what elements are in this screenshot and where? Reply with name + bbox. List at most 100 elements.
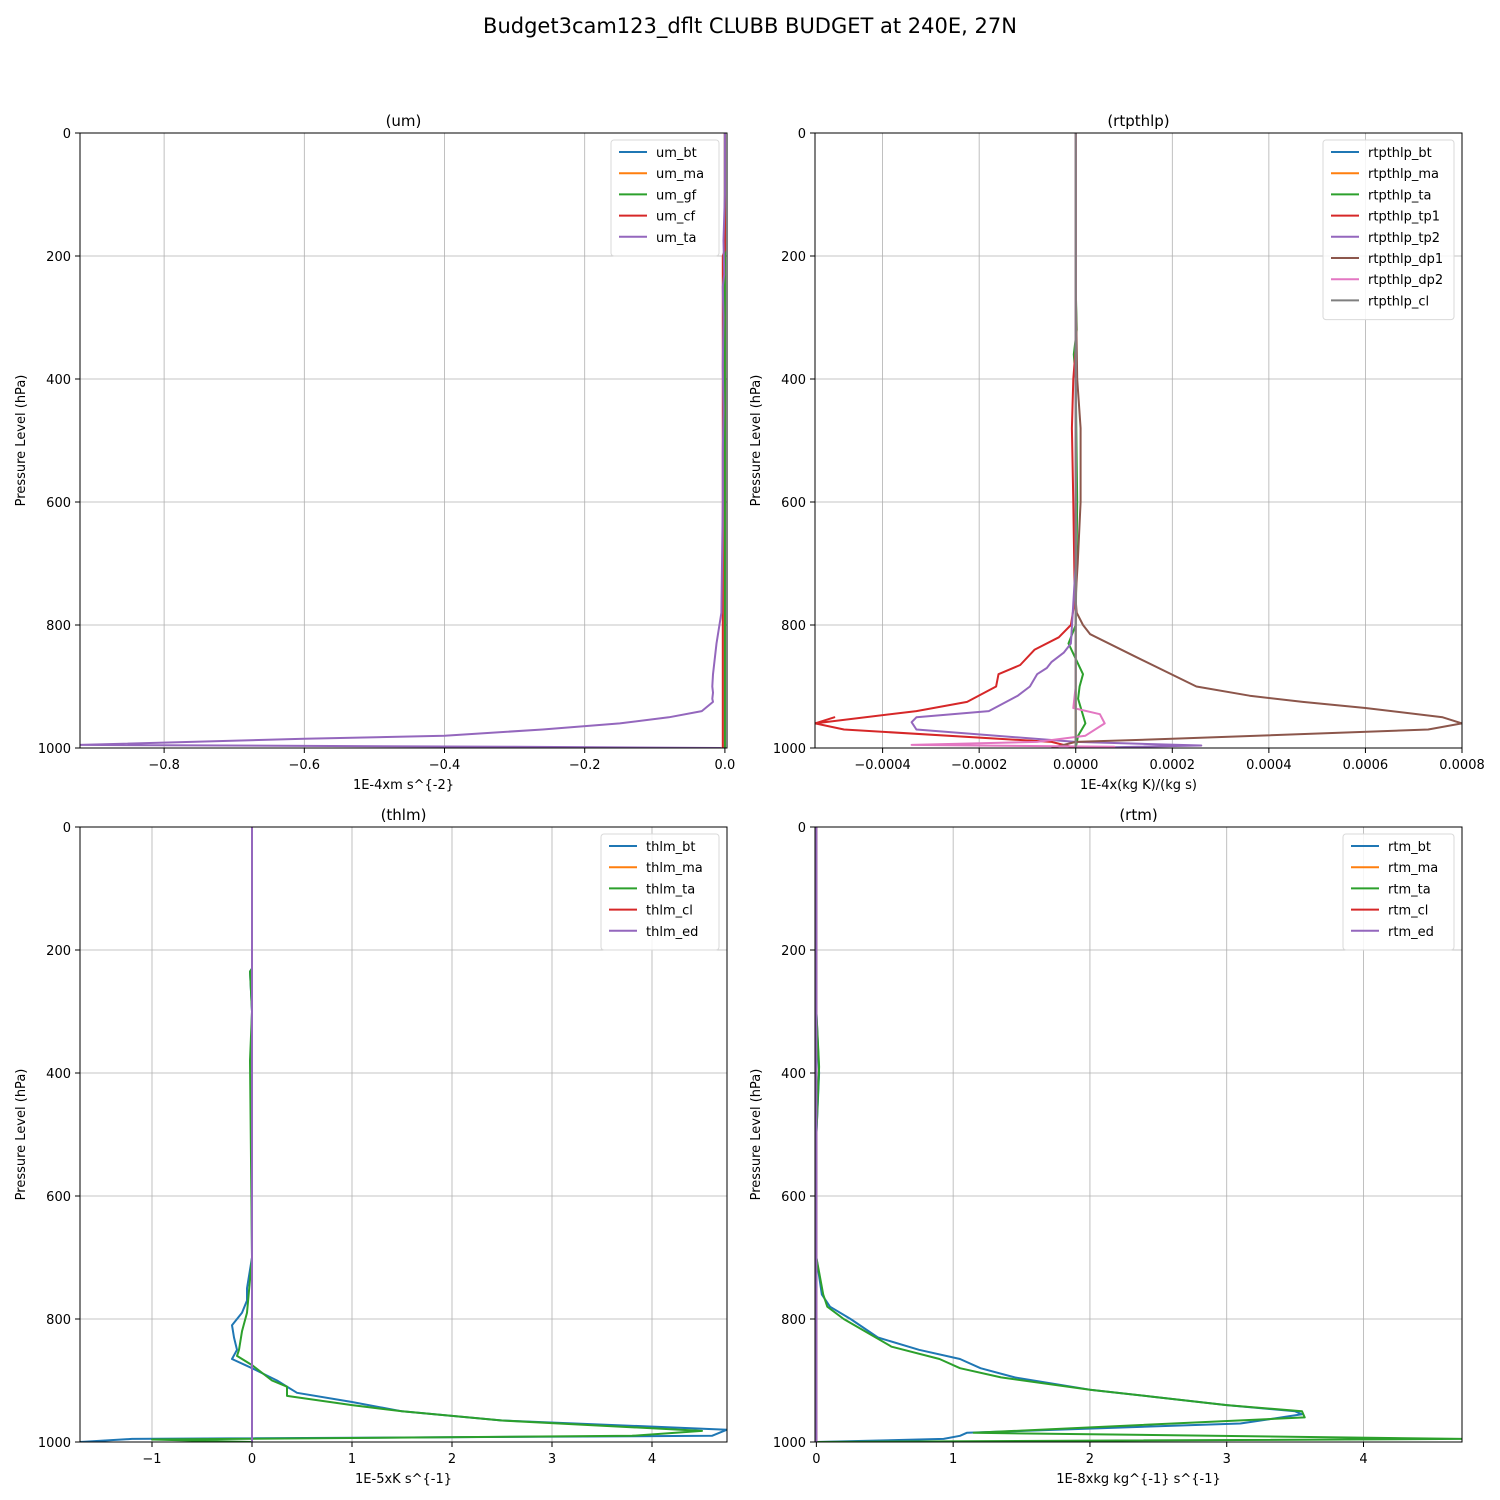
legend-label: thlm_ma: [646, 861, 703, 876]
y-tick-label: 800: [781, 1313, 806, 1328]
x-tick-label: −0.0002: [951, 758, 1007, 773]
legend-box: [1342, 833, 1455, 951]
axes-frame: [79, 132, 728, 749]
x-tick-label: 3: [548, 1452, 556, 1467]
legend-label: um_gf: [656, 188, 697, 203]
y-tick-label: 0: [63, 821, 71, 836]
series-line-thlm_ta: [151, 827, 703, 1442]
series-line-rtm_ta: [815, 827, 1462, 1442]
x-axis-label: 1E-4xm s^{-2}: [353, 778, 454, 793]
x-tick-label: 0.0008: [1439, 758, 1485, 773]
axes-title: (rtpthlp): [1107, 112, 1169, 130]
y-tick-label: 600: [46, 496, 71, 511]
legend-label: rtpthlp_tp2: [1368, 231, 1440, 246]
y-tick-label: 800: [46, 619, 71, 634]
series-group: [80, 827, 727, 1442]
axes-frame: [814, 826, 1463, 1443]
axes-frame: [814, 132, 1463, 749]
series-line-rtpthlp_ta: [1067, 133, 1087, 748]
axes-title: (rtm): [1119, 806, 1157, 824]
y-tick-label: 1000: [773, 742, 806, 757]
legend-label: rtpthlp_bt: [1368, 146, 1432, 161]
x-tick-label: 0.0006: [1343, 758, 1389, 773]
y-tick-label: 0: [798, 127, 806, 142]
series-group: [80, 133, 726, 748]
legend-label: um_ma: [656, 167, 704, 182]
series-line-rtpthlp_tp2: [910, 133, 1203, 748]
x-axis-label: 1E-5xK s^{-1}: [355, 1472, 452, 1487]
y-tick-label: 400: [781, 1067, 806, 1082]
legend-label: thlm_ta: [646, 882, 695, 897]
x-tick-label: 0.0: [715, 758, 736, 773]
series-group: [815, 827, 1462, 1442]
x-tick-label: 4: [648, 1452, 656, 1467]
y-tick-label: 800: [46, 1313, 71, 1328]
legend-box: [1322, 139, 1455, 321]
axes-frame: [79, 826, 728, 1443]
x-tick-label: −1: [142, 1452, 161, 1467]
y-tick-label: 1000: [38, 742, 71, 757]
x-tick-label: 0.0004: [1246, 758, 1292, 773]
series-line-um_cf: [721, 133, 726, 748]
legend-label: rtm_ma: [1388, 861, 1438, 876]
x-tick-label: 0.0002: [1150, 758, 1196, 773]
y-tick-label: 0: [63, 127, 71, 142]
x-tick-label: −0.6: [289, 758, 321, 773]
figure-suptitle: Budget3cam123_dflt CLUBB BUDGET at 240E,…: [483, 14, 1017, 38]
x-tick-label: 3: [1223, 1452, 1231, 1467]
series-line-rtpthlp_tp1: [815, 133, 1077, 748]
series-line-rtm_bt: [815, 827, 1303, 1442]
legend-label: rtpthlp_tp1: [1368, 210, 1440, 225]
y-tick-label: 600: [781, 496, 806, 511]
legend-label: rtm_ta: [1388, 882, 1431, 897]
series-line-um_ta: [80, 133, 726, 748]
legend-label: um_cf: [656, 210, 696, 225]
legend-label: thlm_bt: [646, 840, 695, 855]
legend-label: rtpthlp_dp2: [1368, 273, 1443, 288]
y-tick-label: 400: [46, 1067, 71, 1082]
legend-label: rtpthlp_ta: [1368, 188, 1431, 203]
x-tick-label: 1: [348, 1452, 356, 1467]
series-group: [815, 133, 1462, 748]
x-tick-label: −0.0004: [854, 758, 910, 773]
x-tick-label: −0.4: [429, 758, 461, 773]
x-tick-label: 0: [812, 1452, 820, 1467]
x-tick-label: 0.0000: [1053, 758, 1099, 773]
y-tick-label: 200: [46, 944, 71, 959]
x-tick-label: −0.8: [148, 758, 180, 773]
legend-label: rtpthlp_cl: [1368, 294, 1429, 309]
legend-label: rtm_bt: [1388, 840, 1431, 855]
x-tick-label: 1: [949, 1452, 957, 1467]
legend-label: um_bt: [656, 146, 697, 161]
axes-title: (um): [386, 112, 422, 130]
y-axis-label: Pressure Level (hPa): [749, 1069, 764, 1201]
legend-label: um_ta: [656, 231, 696, 246]
legend-label: thlm_ed: [646, 925, 698, 940]
y-tick-label: 200: [781, 250, 806, 265]
legend-box: [610, 139, 720, 257]
y-tick-label: 200: [46, 250, 71, 265]
y-axis-label: Pressure Level (hPa): [14, 375, 29, 507]
x-tick-label: −0.2: [569, 758, 601, 773]
y-tick-label: 800: [781, 619, 806, 634]
legend-label: thlm_cl: [646, 904, 693, 919]
x-tick-label: 2: [1086, 1452, 1094, 1467]
legend-box: [600, 833, 720, 951]
x-tick-label: 2: [448, 1452, 456, 1467]
x-tick-label: 4: [1359, 1452, 1367, 1467]
axes-title: (thlm): [381, 806, 427, 824]
y-axis-label: Pressure Level (hPa): [14, 1069, 29, 1201]
y-tick-label: 400: [781, 373, 806, 388]
x-axis-label: 1E-8xkg kg^{-1} s^{-1}: [1056, 1472, 1221, 1487]
series-line-rtpthlp_dp2: [910, 133, 1116, 748]
y-axis-label: Pressure Level (hPa): [749, 375, 764, 507]
y-tick-label: 400: [46, 373, 71, 388]
legend-label: rtpthlp_dp1: [1368, 252, 1443, 267]
series-line-rtpthlp_dp1: [1051, 133, 1462, 748]
y-tick-label: 1000: [773, 1436, 806, 1451]
legend-label: rtm_ed: [1388, 925, 1434, 940]
x-tick-label: 0: [248, 1452, 256, 1467]
